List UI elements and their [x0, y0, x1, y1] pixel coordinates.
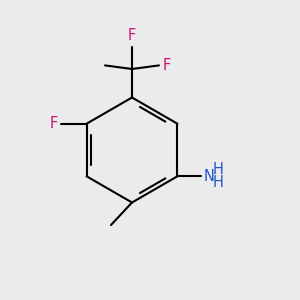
- Text: F: F: [128, 28, 136, 43]
- Text: F: F: [49, 116, 57, 131]
- Text: F: F: [163, 58, 171, 73]
- Text: N: N: [204, 169, 215, 184]
- Text: H: H: [213, 162, 224, 177]
- Text: H: H: [213, 175, 224, 190]
